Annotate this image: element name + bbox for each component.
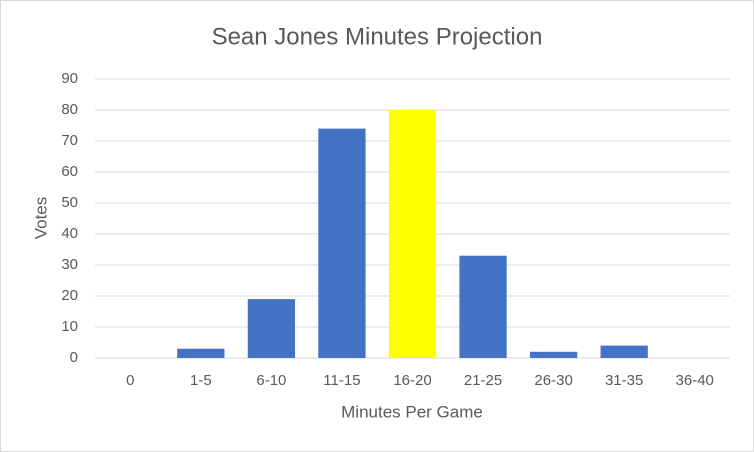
bar: [529, 351, 578, 358]
bar: [459, 255, 507, 358]
y-tick-label: 80: [61, 101, 78, 118]
x-tick-label: 0: [126, 372, 134, 389]
x-axis-label: Minutes Per Game: [341, 402, 483, 421]
y-tick-label: 30: [61, 256, 78, 273]
y-tick-label: 0: [70, 349, 78, 366]
bar: [600, 345, 648, 358]
x-tick-label: 21-25: [464, 372, 502, 389]
x-tick-label: 26-30: [534, 372, 572, 389]
y-tick-label: 60: [61, 163, 78, 180]
y-axis-label: Votes: [31, 197, 50, 240]
y-tick-label: 20: [61, 287, 78, 304]
x-tick-label: 36-40: [676, 372, 714, 389]
x-tick-label: 11-15: [323, 372, 360, 389]
x-tick-label: 6-10: [256, 372, 286, 389]
bar: [318, 128, 366, 358]
x-tick-label: 31-35: [605, 372, 643, 389]
chart-title: Sean Jones Minutes Projection: [212, 23, 543, 50]
y-tick-label: 90: [61, 70, 78, 87]
bar: [177, 348, 225, 358]
y-tick-label: 70: [61, 132, 78, 149]
y-tick-label: 50: [61, 194, 78, 211]
y-tick-label: 40: [61, 225, 78, 242]
x-tick-label: 1-5: [190, 372, 212, 389]
bar: [388, 110, 437, 358]
y-tick-label: 10: [61, 318, 78, 335]
x-tick-label: 16-20: [393, 372, 431, 389]
bar: [247, 299, 296, 358]
